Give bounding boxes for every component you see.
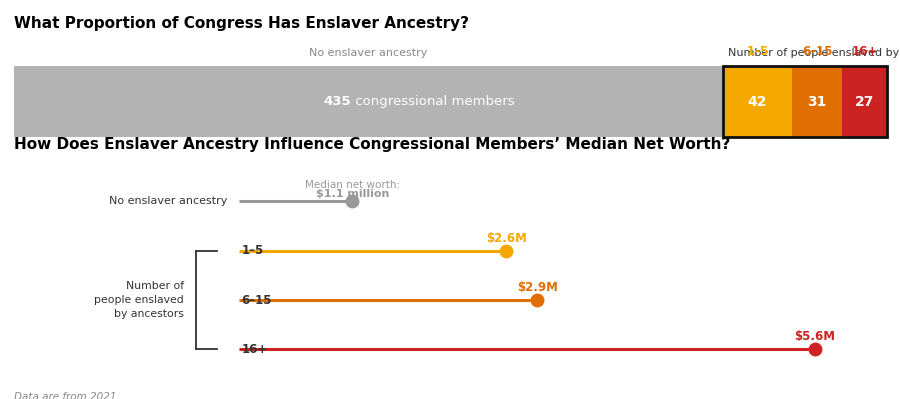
Bar	[842, 66, 886, 137]
Text: 16+: 16+	[241, 343, 268, 356]
Text: 31: 31	[807, 95, 827, 109]
Text: 42: 42	[748, 95, 768, 109]
Bar	[724, 66, 886, 137]
Text: No enslaver ancestry: No enslaver ancestry	[109, 196, 227, 206]
Text: $1.1 million: $1.1 million	[316, 189, 389, 199]
Text: $5.6M: $5.6M	[794, 330, 835, 344]
Bar	[792, 66, 842, 137]
Text: 27: 27	[855, 95, 874, 109]
Text: 435: 435	[323, 95, 351, 108]
Bar	[14, 66, 724, 137]
Text: congressional members: congressional members	[351, 95, 515, 108]
Text: How Does Enslaver Ancestry Influence Congressional Members’ Median Net Worth?: How Does Enslaver Ancestry Influence Con…	[14, 137, 730, 152]
Text: 16+: 16+	[851, 45, 878, 58]
Text: Median net worth:: Median net worth:	[305, 180, 400, 190]
Text: 6–15: 6–15	[802, 45, 832, 58]
Text: Number of
people enslaved
by ancestors: Number of people enslaved by ancestors	[94, 281, 184, 319]
Text: Number of people enslaved by ancestors:: Number of people enslaved by ancestors:	[728, 48, 900, 58]
Text: 6–15: 6–15	[241, 294, 272, 306]
Text: 1–5: 1–5	[241, 244, 264, 257]
Bar	[724, 66, 792, 137]
Text: 1–5: 1–5	[746, 45, 769, 58]
Text: $2.6M: $2.6M	[486, 232, 526, 245]
Text: What Proportion of Congress Has Enslaver Ancestry?: What Proportion of Congress Has Enslaver…	[14, 16, 469, 31]
Text: No enslaver ancestry: No enslaver ancestry	[310, 48, 428, 58]
Text: Data are from 2021.: Data are from 2021.	[14, 392, 119, 399]
Text: $2.9M: $2.9M	[517, 281, 558, 294]
